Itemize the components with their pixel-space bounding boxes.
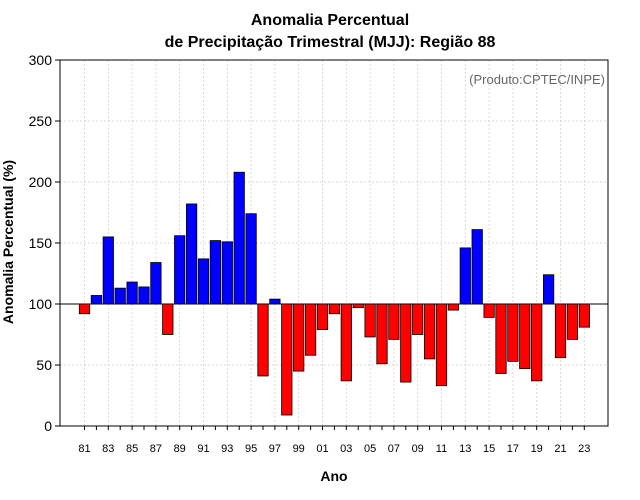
y-tick-label: 250 — [29, 113, 53, 129]
x-tick-label: 89 — [174, 443, 186, 455]
bar-96 — [257, 303, 269, 377]
bar-10 — [423, 303, 436, 360]
bar-02 — [328, 303, 341, 315]
bar-08 — [400, 303, 412, 383]
bar-99 — [293, 303, 305, 372]
bar-90 — [185, 203, 198, 305]
credit-text: (Produto:CPTEC/INPE) — [469, 72, 605, 87]
bar-00 — [304, 303, 317, 356]
chart-title-line-1: Anomalia Percentual — [251, 12, 409, 29]
bars — [78, 171, 590, 416]
bar-86 — [138, 286, 150, 305]
x-tick-label: 91 — [197, 443, 209, 455]
bar-03 — [340, 303, 352, 382]
bar-21 — [554, 303, 567, 359]
y-axis-label: Anomalia Percentual (%) — [0, 160, 16, 324]
y-tick-label: 50 — [36, 357, 52, 373]
x-tick-label: 99 — [293, 443, 305, 455]
bar-13 — [459, 247, 471, 305]
bar-17 — [507, 303, 519, 362]
x-tick-label: 21 — [554, 443, 566, 455]
y-tick-label: 300 — [29, 52, 53, 68]
grid-lines — [60, 60, 608, 426]
x-tick-label: 01 — [316, 443, 328, 455]
bar-09 — [412, 303, 424, 335]
bar-83 — [102, 236, 114, 305]
x-tick-label: 97 — [269, 443, 281, 455]
bar-01 — [316, 303, 329, 331]
x-tick-label: 81 — [78, 443, 90, 455]
bar-87 — [150, 262, 162, 305]
y-axis-ticks: 0 50 100 150 200 250 300 — [29, 52, 60, 434]
x-tick-label: 13 — [459, 443, 471, 455]
x-tick-label: 03 — [340, 443, 352, 455]
x-tick-label: 17 — [507, 443, 519, 455]
x-tick-label: 05 — [364, 443, 376, 455]
bar-23 — [578, 303, 590, 328]
x-tick-label: 93 — [221, 443, 233, 455]
x-tick-label: 95 — [245, 443, 257, 455]
bar-84 — [114, 287, 126, 305]
x-axis-label: Ano — [320, 468, 347, 484]
bar-98 — [281, 303, 293, 416]
x-tick-label: 87 — [150, 443, 162, 455]
y-tick-label: 100 — [29, 296, 53, 312]
bar-91 — [197, 258, 210, 305]
x-tick-label: 85 — [126, 443, 138, 455]
x-tick-label: 09 — [412, 443, 424, 455]
bar-06 — [376, 303, 388, 365]
bar-97 — [269, 298, 281, 305]
x-tick-label: 83 — [102, 443, 114, 455]
bar-04 — [352, 303, 364, 309]
y-tick-label: 0 — [44, 418, 52, 434]
bar-88 — [162, 303, 174, 335]
bar-12 — [447, 303, 460, 311]
bar-82 — [90, 295, 102, 305]
bar-14 — [471, 229, 483, 305]
bar-89 — [174, 235, 186, 305]
chart-title-line-2: de Precipitação Trimestral (MJJ): Região… — [165, 34, 496, 51]
bar-22 — [566, 303, 579, 340]
x-tick-label: 19 — [531, 443, 543, 455]
bar-19 — [531, 303, 543, 382]
bar-07 — [388, 303, 400, 340]
bar-16 — [495, 303, 507, 374]
x-tick-label: 15 — [483, 443, 495, 455]
bar-85 — [126, 281, 138, 305]
x-tick-label: 11 — [436, 443, 447, 455]
bar-95 — [245, 213, 257, 305]
bar-05 — [364, 303, 376, 338]
bar-92 — [209, 240, 221, 305]
x-axis-ticks: 81 83 85 87 89 91 93 95 97 99 01 03 05 07 09 11 13 15 17 19… — [78, 426, 590, 455]
y-tick-label: 200 — [29, 174, 53, 190]
bar-20 — [543, 274, 555, 305]
bar-18 — [519, 303, 531, 370]
bar-15 — [483, 303, 495, 318]
bar-11 — [435, 303, 448, 387]
bar-81 — [78, 303, 91, 315]
x-tick-label: 23 — [578, 443, 590, 455]
x-tick-label: 07 — [388, 443, 400, 455]
bar-94 — [233, 171, 245, 305]
bar-93 — [221, 241, 233, 305]
y-tick-label: 150 — [29, 235, 53, 251]
